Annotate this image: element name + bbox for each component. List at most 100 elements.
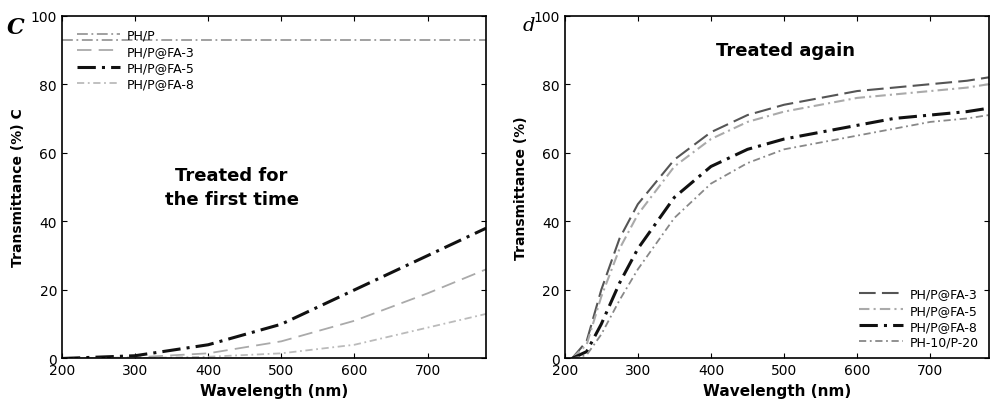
PH/P@FA-5 bbox=[778, 110, 790, 115]
PH/P@FA-5 bbox=[614, 247, 626, 252]
PH/P@FA-8 bbox=[614, 281, 626, 286]
PH-10/P-20 bbox=[581, 353, 593, 357]
Text: C: C bbox=[7, 17, 25, 38]
Y-axis label: Transmittance (%) C: Transmittance (%) C bbox=[11, 108, 25, 267]
PH/P bbox=[458, 38, 470, 43]
PH/P@FA-3 bbox=[566, 356, 578, 361]
PH/P@FA-5 bbox=[566, 356, 578, 361]
PH-10/P-20 bbox=[614, 298, 626, 303]
PH/P@FA-5 bbox=[983, 83, 995, 88]
PH/P@FA-3 bbox=[56, 356, 68, 361]
PH-10/P-20 bbox=[815, 141, 827, 146]
PH/P bbox=[129, 38, 141, 43]
Legend: PH/P, PH/P@FA-3, PH/P@FA-5, PH/P@FA-8: PH/P, PH/P@FA-3, PH/P@FA-5, PH/P@FA-8 bbox=[77, 29, 195, 91]
PH-10/P-20 bbox=[983, 113, 995, 118]
PH/P@FA-8 bbox=[983, 106, 995, 111]
PH/P bbox=[385, 38, 397, 43]
PH/P bbox=[275, 38, 287, 43]
PH/P@FA-5 bbox=[742, 120, 754, 125]
PH/P@FA-5 bbox=[202, 342, 214, 347]
PH/P@FA-8 bbox=[815, 130, 827, 135]
PH-10/P-20 bbox=[961, 117, 973, 121]
PH/P@FA-5 bbox=[422, 254, 434, 258]
PH/P@FA-8 bbox=[632, 247, 644, 252]
PH/P@FA-3 bbox=[924, 83, 936, 88]
PH/P@FA-3 bbox=[742, 113, 754, 118]
PH/P@FA-5 bbox=[581, 342, 593, 347]
PH/P@FA-5 bbox=[851, 96, 863, 101]
PH/P@FA-5 bbox=[129, 353, 141, 358]
PH/P@FA-5 bbox=[961, 86, 973, 91]
PH/P@FA-3 bbox=[348, 319, 360, 324]
Line: PH/P@FA-8: PH/P@FA-8 bbox=[62, 314, 486, 359]
X-axis label: Wavelength (nm): Wavelength (nm) bbox=[703, 383, 851, 398]
PH/P@FA-5 bbox=[595, 294, 607, 299]
PH-10/P-20 bbox=[566, 356, 578, 361]
PH/P@FA-8 bbox=[924, 113, 936, 118]
PH/P@FA-8 bbox=[961, 110, 973, 115]
PH/P@FA-8 bbox=[275, 351, 287, 356]
X-axis label: Wavelength (nm): Wavelength (nm) bbox=[200, 383, 348, 398]
PH/P@FA-3 bbox=[614, 236, 626, 241]
PH/P@FA-3 bbox=[202, 351, 214, 356]
PH/P bbox=[56, 38, 68, 43]
PH/P@FA-5 bbox=[480, 226, 492, 231]
PH/P@FA-8 bbox=[566, 356, 578, 361]
PH/P@FA-5 bbox=[348, 288, 360, 293]
PH/P@FA-8 bbox=[668, 196, 680, 200]
PH/P@FA-5 bbox=[705, 137, 717, 142]
Line: PH/P@FA-3: PH/P@FA-3 bbox=[62, 270, 486, 359]
PH/P@FA-3 bbox=[595, 288, 607, 293]
PH-10/P-20 bbox=[705, 182, 717, 187]
PH/P@FA-5 bbox=[888, 93, 900, 98]
PH/P@FA-3 bbox=[668, 158, 680, 163]
PH/P bbox=[166, 38, 178, 43]
PH-10/P-20 bbox=[742, 161, 754, 166]
Line: PH/P@FA-5: PH/P@FA-5 bbox=[572, 85, 989, 359]
PH/P@FA-3 bbox=[983, 76, 995, 81]
PH/P@FA-5 bbox=[56, 356, 68, 361]
PH/P@FA-3 bbox=[129, 355, 141, 360]
PH/P@FA-8 bbox=[202, 355, 214, 360]
Line: PH/P@FA-8: PH/P@FA-8 bbox=[572, 109, 989, 359]
PH/P@FA-8 bbox=[778, 137, 790, 142]
Legend: PH/P@FA-3, PH/P@FA-5, PH/P@FA-8, PH-10/P-20: PH/P@FA-3, PH/P@FA-5, PH/P@FA-8, PH-10/P… bbox=[859, 288, 978, 349]
PH-10/P-20 bbox=[924, 120, 936, 125]
PH/P@FA-3 bbox=[815, 96, 827, 101]
PH/P bbox=[422, 38, 434, 43]
PH-10/P-20 bbox=[888, 127, 900, 132]
PH/P@FA-8 bbox=[705, 164, 717, 169]
PH-10/P-20 bbox=[632, 267, 644, 272]
PH-10/P-20 bbox=[851, 134, 863, 139]
PH/P@FA-3 bbox=[632, 202, 644, 207]
PH-10/P-20 bbox=[668, 216, 680, 221]
Y-axis label: Transmittance (%): Transmittance (%) bbox=[514, 116, 528, 259]
PH/P@FA-3 bbox=[705, 130, 717, 135]
PH/P@FA-5 bbox=[924, 89, 936, 94]
PH/P bbox=[202, 38, 214, 43]
PH/P@FA-8 bbox=[422, 325, 434, 330]
PH/P@FA-3 bbox=[888, 86, 900, 91]
PH/P@FA-8 bbox=[129, 356, 141, 361]
PH/P@FA-3 bbox=[851, 89, 863, 94]
PH/P@FA-8 bbox=[888, 117, 900, 121]
PH/P@FA-3 bbox=[275, 339, 287, 344]
PH/P@FA-5 bbox=[632, 213, 644, 218]
PH/P@FA-8 bbox=[581, 349, 593, 354]
PH/P@FA-3 bbox=[961, 79, 973, 84]
PH/P@FA-5 bbox=[668, 164, 680, 169]
PH/P@FA-3 bbox=[778, 103, 790, 108]
PH/P bbox=[312, 38, 324, 43]
PH/P@FA-8 bbox=[480, 312, 492, 317]
PH/P@FA-3 bbox=[480, 267, 492, 272]
PH/P@FA-5 bbox=[815, 103, 827, 108]
Line: PH/P@FA-5: PH/P@FA-5 bbox=[62, 229, 486, 359]
Line: PH-10/P-20: PH-10/P-20 bbox=[572, 116, 989, 359]
Text: Treated for
the first time: Treated for the first time bbox=[165, 167, 299, 208]
PH/P bbox=[92, 38, 104, 43]
PH-10/P-20 bbox=[778, 148, 790, 153]
PH/P@FA-8 bbox=[595, 322, 607, 327]
Text: Treated again: Treated again bbox=[716, 42, 855, 60]
Text: d: d bbox=[522, 17, 535, 34]
PH/P bbox=[480, 38, 492, 43]
